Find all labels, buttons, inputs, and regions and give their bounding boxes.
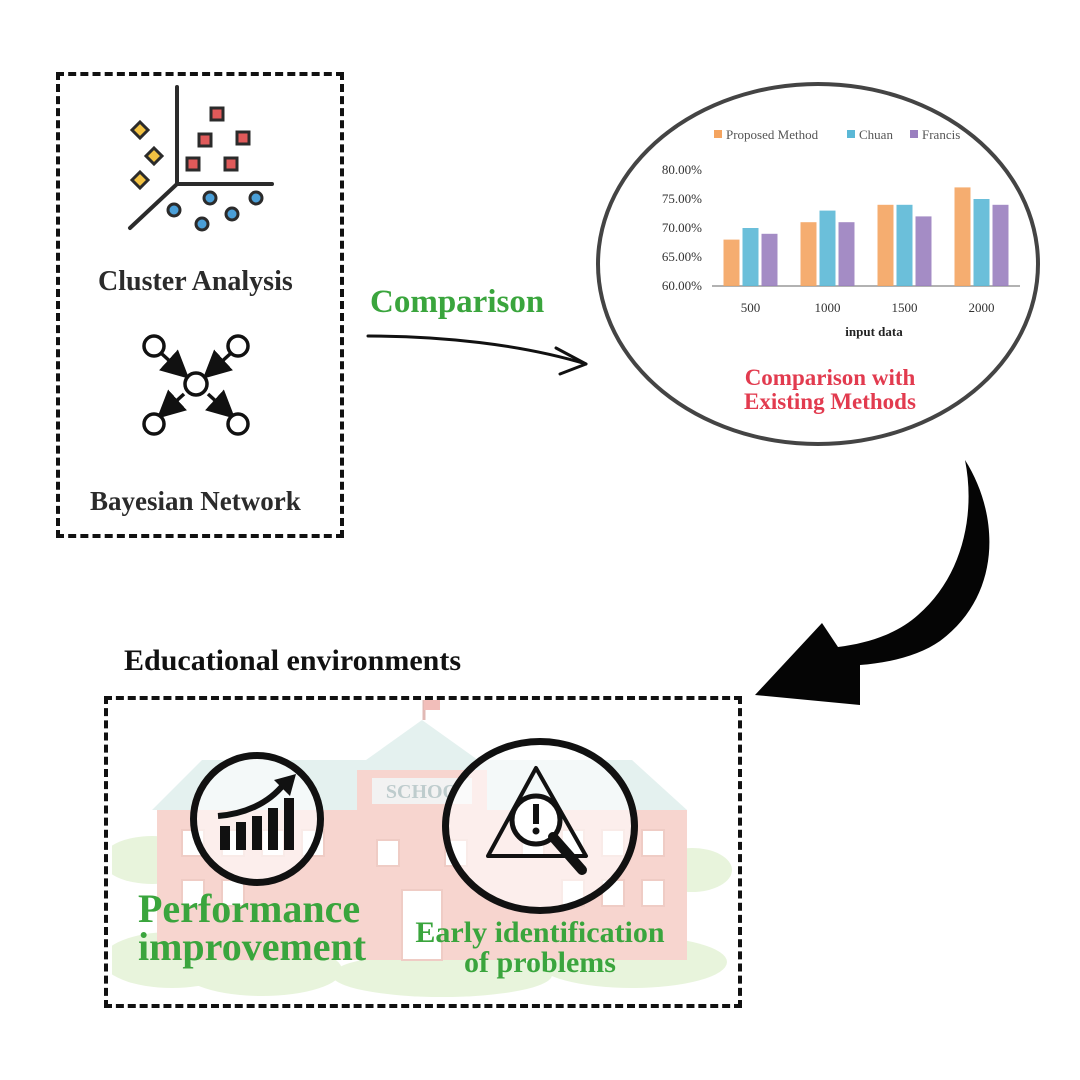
legend-swatch-0 — [714, 130, 722, 138]
bar-francis-1500 — [915, 216, 932, 286]
performance-label-line1: Performance — [138, 886, 361, 931]
y-tick-label-3: 75.00% — [662, 191, 702, 206]
bar-proposed-method-2000 — [954, 187, 971, 286]
legend-swatch-1 — [847, 130, 855, 138]
early-identification-line1: Early identification — [415, 916, 665, 949]
bar-chuan-500 — [742, 228, 759, 286]
legend-label-0: Proposed Method — [726, 127, 819, 142]
result-caption-line1: Comparison with — [744, 365, 916, 390]
bar-francis-2000 — [992, 204, 1009, 286]
y-tick-label-2: 70.00% — [662, 220, 702, 235]
bayesian-network-label: Bayesian Network — [90, 486, 301, 516]
cluster-analysis-icon — [128, 85, 274, 232]
bayesian-network-icon — [142, 334, 250, 436]
bar-francis-500 — [761, 233, 778, 286]
result-circle — [596, 82, 1040, 446]
legend-label-2: Francis — [922, 127, 960, 142]
x-axis-label: input data — [845, 324, 903, 339]
legend-label-1: Chuan — [859, 127, 893, 142]
cluster-analysis-label: Cluster Analysis — [98, 266, 293, 297]
result-caption-line2: Existing Methods — [744, 389, 916, 414]
result-caption: Comparison with Existing Methods — [700, 366, 960, 414]
bar-chuan-1500 — [896, 204, 913, 286]
performance-label: Performance improvement — [138, 886, 367, 969]
y-tick-label-1: 65.00% — [662, 249, 702, 264]
methods-box — [56, 72, 344, 538]
early-identification-line2: of problems — [464, 946, 616, 979]
growth-chart-icon — [217, 774, 296, 850]
y-tick-label-0: 60.00% — [662, 278, 702, 293]
bar-francis-1000 — [838, 222, 855, 286]
legend-swatch-2 — [910, 130, 918, 138]
bar-proposed-method-1500 — [877, 204, 894, 286]
x-tick-label-0: 500 — [741, 300, 761, 315]
early-identification-label: Early identification of problems — [400, 918, 680, 978]
curved-arrow-down — [755, 460, 990, 705]
comparison-label: Comparison — [370, 284, 545, 320]
environment-box — [104, 696, 742, 1008]
performance-label-line2: improvement — [138, 924, 367, 969]
bar-chuan-1000 — [819, 210, 836, 286]
comparison-bar-chart: Proposed Method Chuan Francis 60.00% 65.00% 7… — [662, 127, 1020, 339]
bar-chuan-2000 — [973, 199, 990, 286]
x-tick-label-1: 1000 — [815, 300, 841, 315]
school-sign: SCHOO — [386, 781, 458, 803]
magnifier-warning-icon — [486, 766, 588, 875]
bar-proposed-method-500 — [723, 239, 740, 286]
environment-title: Educational environments — [124, 644, 461, 677]
y-tick-label-4: 80.00% — [662, 162, 702, 177]
x-tick-label-2: 1500 — [892, 300, 918, 315]
bar-proposed-method-1000 — [800, 222, 817, 286]
comparison-arrow — [366, 334, 588, 376]
x-tick-label-3: 2000 — [969, 300, 995, 315]
